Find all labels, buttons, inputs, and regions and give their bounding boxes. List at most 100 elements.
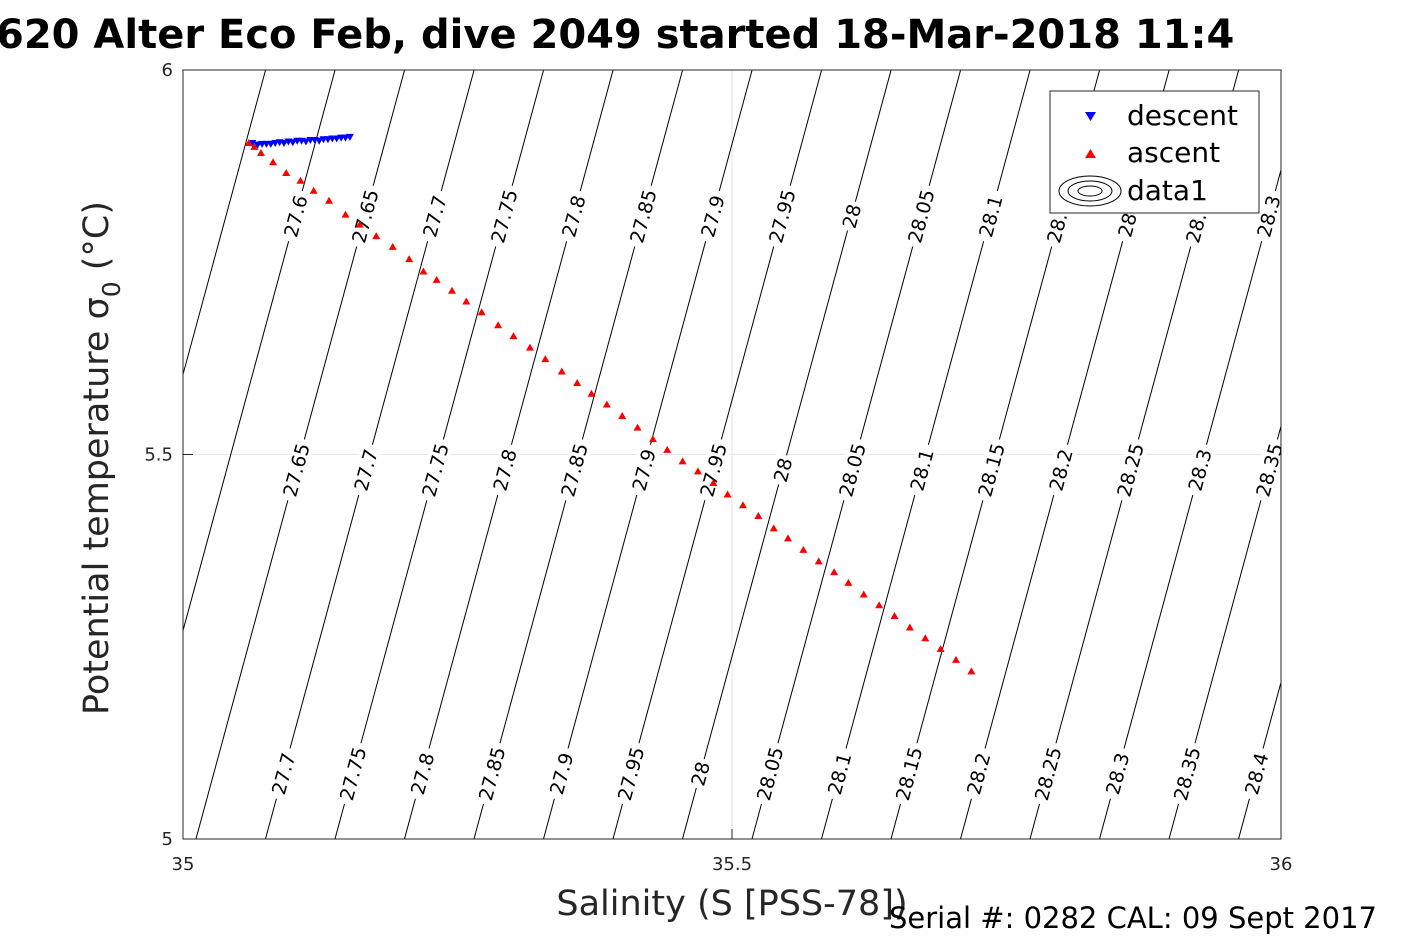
legend-data1-label: data1 (1127, 174, 1208, 207)
ascent-point (709, 478, 718, 486)
x-axis-ticks: 35 35.5 36 (172, 829, 1293, 875)
ascent-point (419, 267, 428, 275)
ascent-point (341, 210, 350, 218)
contour-line (183, 70, 267, 377)
ascent-point (432, 275, 441, 283)
contour-label-bg (404, 745, 440, 802)
ascent-point (951, 655, 960, 663)
ascent-point (905, 623, 914, 631)
legend-descent-label: descent (1127, 99, 1238, 132)
ascent-point (663, 445, 672, 453)
ascent-point (799, 545, 808, 553)
ascent-point (967, 667, 976, 675)
ascent-point (648, 435, 657, 443)
contour-label-bg (556, 188, 591, 245)
y-axis-label-subscript: 0 (97, 281, 126, 297)
ascent-point (573, 378, 582, 386)
y-axis-ticks: 55.56 (144, 60, 193, 850)
ascent-point (693, 467, 702, 475)
ascent-point (769, 524, 778, 532)
ascent-point (355, 220, 364, 228)
contour-label-bg (277, 436, 315, 504)
x-tick-label: 35 (172, 854, 195, 875)
contour-label-group: 27.9 (695, 188, 730, 245)
serial-cal-footer: Serial #: 0282 CAL: 09 Sept 2017 (889, 901, 1377, 935)
ascent-point (814, 557, 823, 565)
ascent-point (723, 490, 732, 498)
contour-label-bg (626, 441, 662, 498)
contour-label-bg (1111, 436, 1149, 504)
ascent-point (678, 457, 687, 465)
contour-label-bg (1251, 188, 1281, 245)
legend-descent-marker (1085, 112, 1096, 121)
contour-label-bg (821, 745, 857, 802)
contour-label-group: 27.7 (265, 745, 301, 802)
ascent-point (477, 308, 486, 316)
contour-label-bg (487, 441, 523, 498)
ascent-point (372, 232, 381, 240)
contour-label-group: 28 (685, 756, 715, 791)
contour-label-bg (555, 436, 593, 504)
contour-label-bg (1238, 745, 1274, 802)
legend: descent ascent data1 (1049, 90, 1260, 214)
contour-label-group: 28 (836, 198, 866, 234)
contour-label-bg (278, 188, 313, 245)
contour-label-bg (472, 740, 511, 807)
contour-label-group: 28 (768, 452, 797, 488)
ascent-point (557, 367, 566, 375)
descent-point (280, 140, 289, 148)
contour-label-bg (485, 182, 523, 250)
ascent-point (269, 158, 278, 166)
ascent-point (783, 534, 792, 542)
ascent-point (282, 169, 291, 177)
contour-line (1378, 70, 1417, 839)
y-tick-label: 5.5 (144, 445, 173, 466)
contour-line (1238, 680, 1281, 839)
contour-label-bg (543, 745, 579, 802)
contour-label-bg (685, 756, 715, 791)
ascent-point (921, 634, 930, 642)
ascent-point (890, 611, 899, 619)
contour-label-bg (973, 188, 1008, 245)
descent-point (315, 137, 324, 145)
x-axis-label: Salinity (S [PSS-78]) (556, 884, 907, 924)
ascent-point (462, 297, 471, 305)
descent-point (288, 139, 297, 147)
contour-label-bg (1182, 441, 1218, 498)
y-axis-label: Potential temperature σ0 (°C) (77, 201, 126, 715)
x-tick-label: 36 (1270, 854, 1293, 875)
ascent-point (250, 142, 259, 150)
contour-label-bg (417, 188, 452, 245)
contour-label-bg (611, 740, 650, 807)
ascent-point (936, 645, 945, 653)
ascent-point (844, 578, 853, 586)
contour-label-bg (763, 182, 801, 250)
ascent-point (859, 590, 868, 598)
descent-point (345, 133, 354, 141)
contour-label-bg (1099, 745, 1135, 802)
contour-label-bg (904, 441, 940, 498)
ascent-point (309, 186, 318, 194)
ascent-point (509, 332, 518, 340)
legend-ascent-label: ascent (1127, 136, 1220, 169)
contour-label-bg (889, 740, 928, 807)
ascent-point (325, 196, 334, 204)
contour-label-bg (960, 745, 996, 802)
contour-label-bg (695, 188, 730, 245)
svg-text:Potential temperature σ0 (°C): Potential temperature σ0 (°C) (77, 201, 126, 715)
contour-label-bg (902, 182, 940, 250)
ascent-point (830, 568, 839, 576)
y-axis-label-unit: (°C) (77, 201, 117, 281)
contour-label-bg (750, 740, 789, 807)
contour-label-bg (1028, 740, 1067, 807)
contour-line (681, 70, 892, 839)
ascent-point (405, 255, 414, 263)
ascent-point (875, 601, 884, 609)
contour-label-bg (694, 436, 732, 504)
ascent-point (602, 400, 611, 408)
ascent-point (587, 389, 596, 397)
ascent-series (244, 139, 976, 675)
ascent-point (388, 242, 397, 250)
legend-box (1049, 90, 1260, 214)
